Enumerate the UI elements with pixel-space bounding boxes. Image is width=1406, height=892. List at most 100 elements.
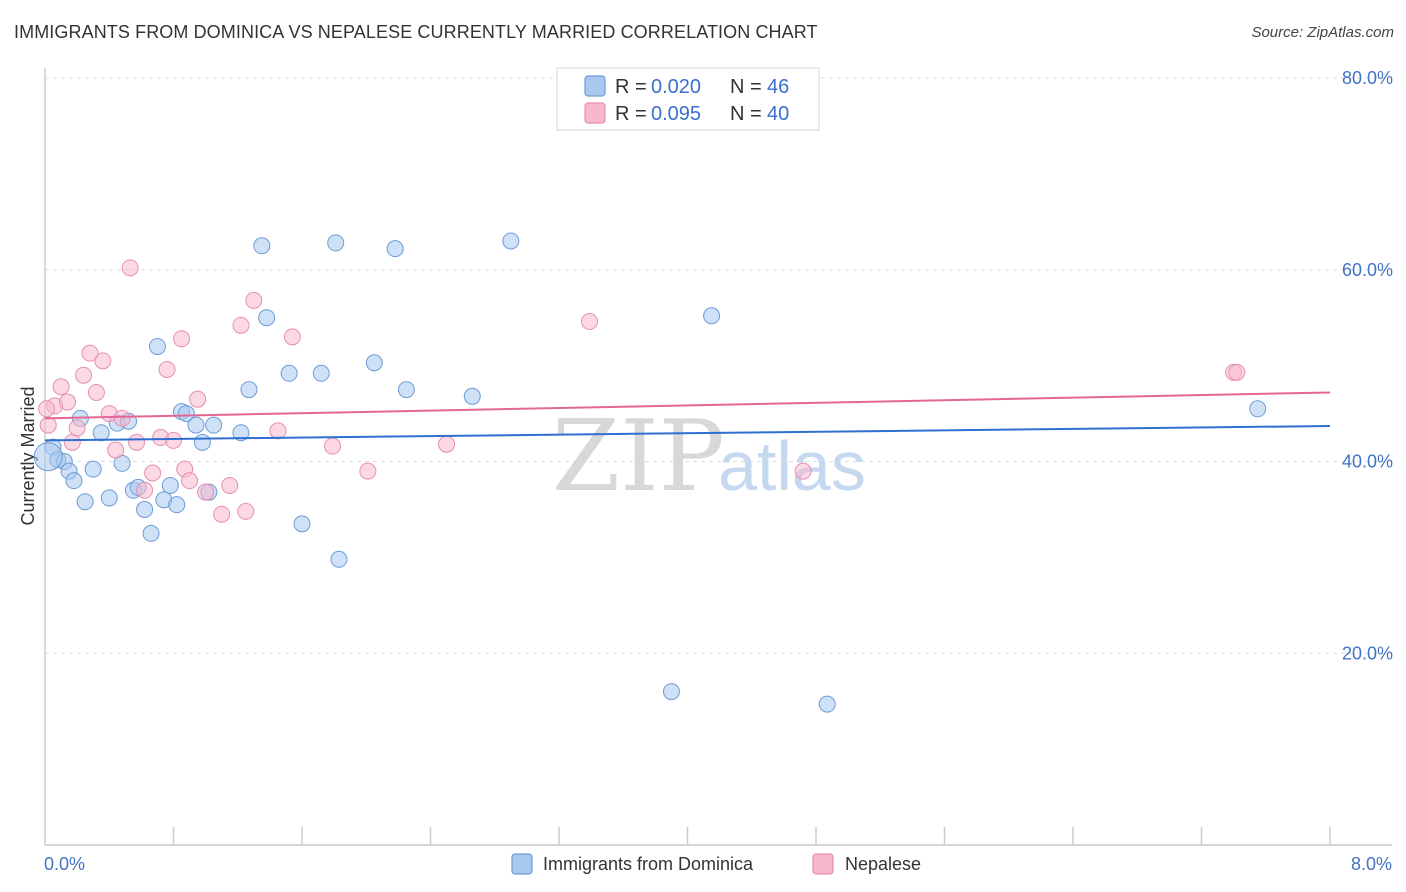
legend-n-label-nepalese: N = xyxy=(730,103,762,125)
point-dominica-9 xyxy=(100,489,118,507)
chart-title: IMMIGRANTS FROM DOMINICA VS NEPALESE CUR… xyxy=(14,22,818,42)
point-nepalese-0 xyxy=(39,416,57,434)
legend-n-value-nepalese: 40 xyxy=(767,103,789,125)
point-nepalese-22 xyxy=(181,472,199,490)
y-tick-label-60: 60.0% xyxy=(1342,260,1393,280)
point-dominica-39 xyxy=(463,387,481,405)
point-nepalese-13 xyxy=(121,259,139,277)
bottom-legend-swatch-dominica xyxy=(511,853,533,875)
trend-line-dominica xyxy=(44,425,1331,442)
point-nepalese-19 xyxy=(165,431,182,449)
point-nepalese-35 xyxy=(581,313,599,331)
point-nepalese-23 xyxy=(189,390,207,408)
point-dominica-37 xyxy=(386,240,404,258)
point-dominica-27 xyxy=(232,424,250,442)
legend-r-value-dominica: 0.020 xyxy=(651,76,701,98)
point-dominica-19 xyxy=(161,476,179,494)
y-tick-label-40: 40.0% xyxy=(1342,452,1393,472)
point-nepalese-8 xyxy=(87,383,105,401)
point-dominica-44 xyxy=(1249,400,1267,418)
point-dominica-35 xyxy=(330,550,348,568)
point-nepalese-28 xyxy=(237,502,255,520)
point-dominica-29 xyxy=(253,237,271,255)
legend-n-label-dominica: N = xyxy=(730,76,762,98)
point-dominica-20 xyxy=(168,496,186,514)
point-nepalese-36 xyxy=(794,462,812,480)
y-tick-label-80: 80.0% xyxy=(1342,68,1393,88)
bottom-legend-label-dominica: Immigrants from Dominica xyxy=(543,854,754,874)
point-nepalese-18 xyxy=(158,360,176,378)
point-nepalese-31 xyxy=(283,328,301,346)
source-label: Source: ZipAtlas.com xyxy=(1251,24,1394,41)
legend-r-value-nepalese: 0.095 xyxy=(651,103,701,125)
legend-r-label-dominica: R = xyxy=(615,76,647,98)
point-dominica-6 xyxy=(76,493,94,511)
point-dominica-38 xyxy=(397,381,415,399)
point-nepalese-27 xyxy=(232,316,250,334)
point-nepalese-7 xyxy=(81,344,99,362)
point-dominica-24 xyxy=(193,433,211,451)
legend-n-value-dominica: 46 xyxy=(767,76,789,98)
point-nepalese-30 xyxy=(269,422,287,440)
point-nepalese-6 xyxy=(75,366,93,384)
legend-swatch-nepalese xyxy=(584,102,606,124)
legend-r-label-nepalese: R = xyxy=(615,103,647,125)
point-nepalese-32 xyxy=(324,437,342,455)
point-dominica-15 xyxy=(136,500,154,518)
point-nepalese-29 xyxy=(245,291,263,309)
point-dominica-32 xyxy=(293,515,311,533)
point-nepalese-39 xyxy=(38,400,56,418)
point-nepalese-12 xyxy=(113,409,131,427)
point-nepalese-33 xyxy=(359,462,377,480)
watermark-atlas: atlas xyxy=(718,427,866,505)
point-dominica-8 xyxy=(92,424,110,442)
bottom-legend-swatch-nepalese xyxy=(812,853,834,875)
gridlines xyxy=(45,77,1392,654)
point-nepalese-38 xyxy=(1228,363,1246,381)
point-nepalese-20 xyxy=(173,330,191,348)
y-axis-title: Currently Married xyxy=(18,386,38,525)
point-dominica-7 xyxy=(84,460,102,478)
point-dominica-33 xyxy=(312,364,330,382)
point-nepalese-25 xyxy=(213,505,231,523)
point-dominica-28 xyxy=(240,381,258,399)
watermark-zip: ZIP xyxy=(552,400,725,514)
point-dominica-26 xyxy=(205,416,223,434)
bottom-legend-label-nepalese: Nepalese xyxy=(845,854,921,874)
point-dominica-16 xyxy=(142,524,160,542)
point-dominica-30 xyxy=(258,309,276,327)
series-legend: Immigrants from Dominica Nepalese xyxy=(511,853,921,875)
point-nepalese-5 xyxy=(68,419,86,437)
point-nepalese-15 xyxy=(136,481,154,499)
x-tick-label-min: 0.0% xyxy=(44,854,85,874)
trend-line-nepalese xyxy=(44,391,1331,420)
point-nepalese-2 xyxy=(52,378,70,396)
point-nepalese-11 xyxy=(107,441,125,459)
point-nepalese-24 xyxy=(197,483,215,501)
point-dominica-17 xyxy=(148,337,166,355)
point-nepalese-14 xyxy=(128,433,146,451)
series-dominica-points xyxy=(33,232,1267,713)
point-nepalese-16 xyxy=(144,464,162,482)
point-dominica-31 xyxy=(280,364,298,382)
point-dominica-41 xyxy=(662,683,680,701)
y-tick-labels: 20.0% 40.0% 60.0% 80.0% xyxy=(1342,68,1393,663)
point-nepalese-9 xyxy=(94,352,112,370)
point-dominica-42 xyxy=(703,307,721,325)
x-tick-label-max: 8.0% xyxy=(1351,854,1392,874)
point-dominica-43 xyxy=(818,695,836,713)
stats-legend: R = 0.020 N = 46 R = 0.095 N = 40 xyxy=(556,67,820,131)
point-dominica-40 xyxy=(502,232,520,250)
point-dominica-23 xyxy=(187,416,205,434)
point-dominica-45 xyxy=(33,442,63,472)
legend-swatch-dominica xyxy=(584,75,606,97)
point-nepalese-34 xyxy=(438,435,456,453)
point-nepalese-26 xyxy=(221,476,239,494)
series-nepalese-points xyxy=(38,259,1246,523)
point-nepalese-4 xyxy=(63,433,81,451)
point-dominica-4 xyxy=(65,472,83,490)
point-dominica-34 xyxy=(327,234,345,252)
point-dominica-22 xyxy=(177,405,195,423)
point-dominica-36 xyxy=(365,354,383,372)
